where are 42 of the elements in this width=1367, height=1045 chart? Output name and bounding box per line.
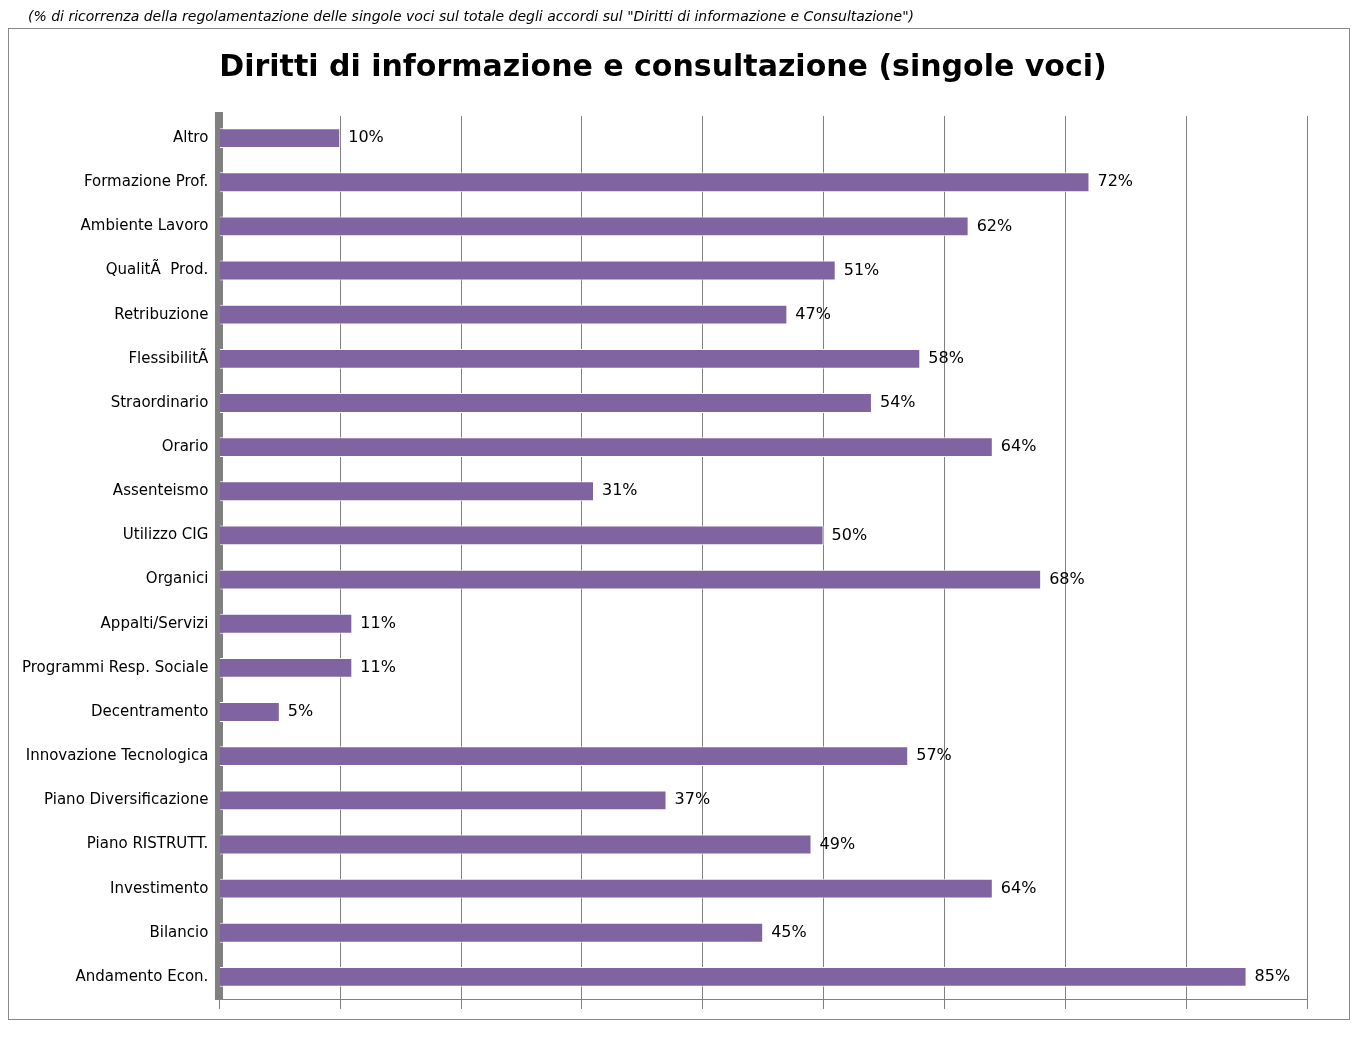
data-label: 37% [674,789,711,809]
data-label: 5% [287,701,314,721]
y-tick-label: Orario [161,437,209,456]
data-label: 11% [360,612,396,632]
y-tick-label: Bilancio [149,922,209,941]
y-tick-label: Innovazione Tecnologica [25,746,209,765]
y-tick-label: FlessibilitÃ [128,347,210,367]
data-label: 45% [771,921,807,941]
data-label: 31% [602,480,638,500]
data-label: 72% [1097,171,1134,191]
y-tick-label: Investimento [110,878,209,897]
y-tick-label: Straordinario [110,392,209,411]
y-tick-label: Decentramento [90,701,209,720]
data-label: 11% [360,657,396,677]
data-label: 68% [1049,568,1085,588]
chart-title: Diritti di informazione e consultazione (singole voci) [219,47,1107,83]
data-label: 47% [795,303,831,323]
data-label: 57% [916,745,952,765]
data-label: 51% [843,259,880,279]
y-tick-label: Piano RISTRUTT. [86,834,209,853]
data-label: 58% [928,347,964,367]
y-tick-label: Utilizzo CIG [122,525,209,544]
y-tick-label: Altro [173,127,209,146]
y-tick-label: Andamento Econ. [75,966,209,985]
y-tick-label: Retribuzione [114,304,209,323]
y-tick-label: Assenteismo [112,481,209,500]
data-label: 62% [976,215,1013,235]
data-label: 54% [879,392,916,412]
data-label: 64% [1000,436,1037,456]
y-tick-label: Ambiente Lavoro [80,216,209,235]
y-tick-label: Formazione Prof. [83,172,209,191]
data-label: 49% [819,833,856,853]
data-label: 50% [831,524,868,544]
y-tick-label: Organici [145,569,209,588]
y-tick-label: Appalti/Servizi [100,613,209,632]
data-label: 85% [1254,966,1291,986]
data-label: 10% [348,127,384,147]
data-label: 64% [1000,877,1037,897]
chart-subtitle: (% di ricorrenza della regolamentazione delle singole voci sul totale degli accordi sul "Diritti di informazione e Consultazione") [27,8,916,26]
y-tick-label: Piano Diversificazione [44,790,209,809]
y-tick-label: Programmi Resp. Sociale [22,657,209,676]
y-tick-label: QualitÃ Prod. [105,259,209,279]
